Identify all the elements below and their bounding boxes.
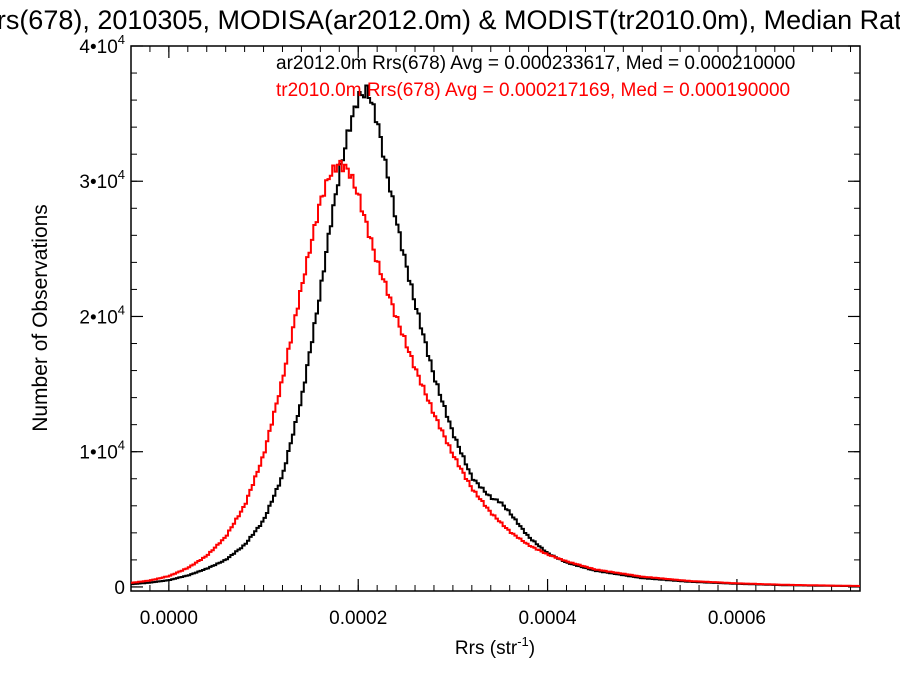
- x-tick-label: 0.0000: [140, 608, 198, 629]
- data-series: [131, 84, 860, 588]
- legend-entry-tr2010: tr2010.0m Rrs(678) Avg = 0.000217169, Me…: [276, 80, 790, 101]
- x-tick-labels: 0.0000 0.0002 0.0004 0.0006: [140, 608, 766, 629]
- y-tick-label: 3•104: [79, 167, 125, 193]
- y-axis: [131, 45, 860, 588]
- y-tick-labels: 0 1•104 2•104 3•104 4•104: [79, 32, 125, 599]
- legend-entry-ar2012: ar2012.0m Rrs(678) Avg = 0.000233617, Me…: [276, 53, 795, 74]
- y-axis-label: Number of Observations: [29, 204, 52, 432]
- x-tick-label: 0.0006: [708, 608, 766, 629]
- legend: ar2012.0m Rrs(678) Avg = 0.000233617, Me…: [276, 53, 795, 101]
- y-tick-label: 1•104: [79, 438, 125, 464]
- x-tick-label: 0.0004: [519, 608, 578, 629]
- x-axis: [130, 46, 852, 591]
- chart-title: Rrs(678), 2010305, MODISA(ar2012.0m) & M…: [0, 5, 900, 35]
- x-tick-label: 0.0002: [329, 608, 387, 629]
- y-tick-label: 4•104: [79, 32, 125, 58]
- x-axis-label: Rrs (str-1): [455, 634, 535, 659]
- series-line-tr2010: [131, 159, 860, 587]
- plot-frame: [130, 45, 861, 592]
- y-tick-label: 2•104: [79, 302, 125, 328]
- y-tick-label: 0: [114, 578, 125, 599]
